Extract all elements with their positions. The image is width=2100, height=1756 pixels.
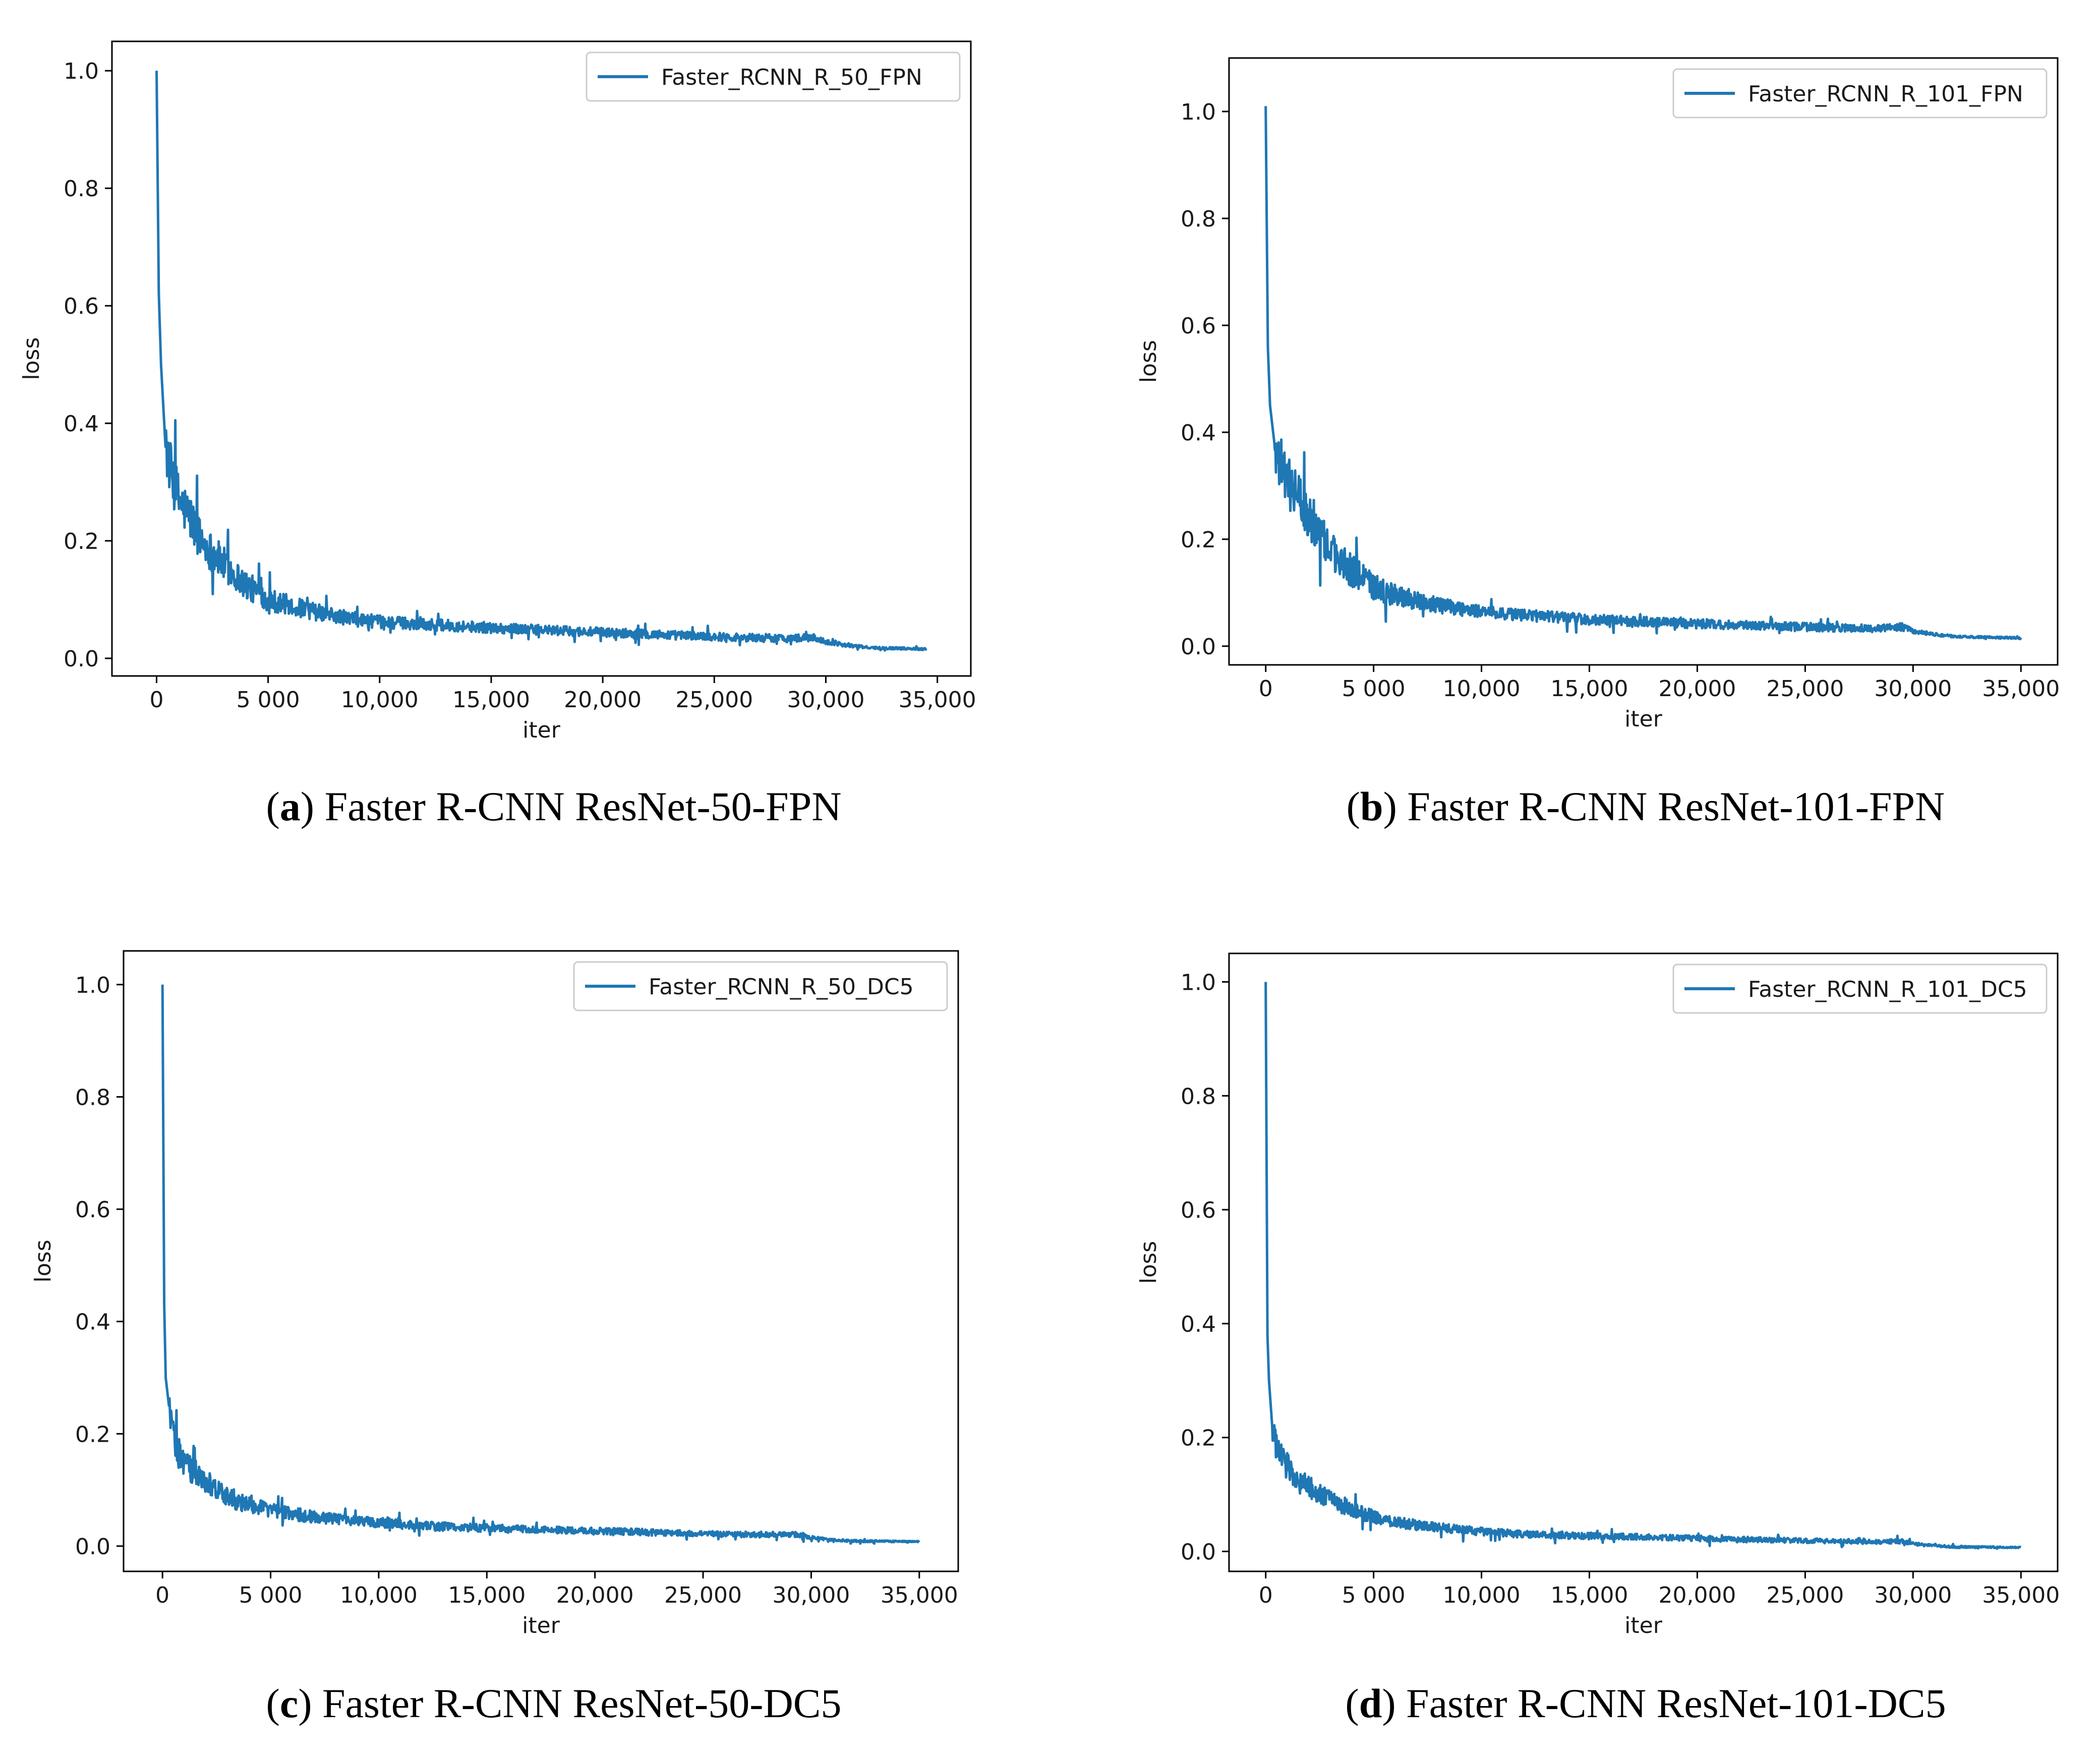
x-tick-label: 25,000 <box>1766 676 1844 702</box>
x-tick-label: 15,000 <box>452 687 530 713</box>
legend-label: Faster_RCNN_R_101_FPN <box>1748 81 2023 107</box>
x-tick-label: 35,000 <box>1982 1582 2060 1608</box>
caption-d: (d) Faster R-CNN ResNet-101-DC5 <box>1345 1680 1946 1726</box>
caption-text: Faster R-CNN ResNet-101-DC5 <box>1406 1680 1946 1726</box>
y-tick-label: 0.0 <box>75 1534 110 1560</box>
x-tick-label: 15,000 <box>448 1582 526 1608</box>
x-tick-label: 30,000 <box>1874 1582 1952 1608</box>
axes-frame <box>1228 57 2059 666</box>
legend-box <box>1672 964 2048 1014</box>
caption-letter: d <box>1359 1680 1382 1726</box>
x-tick-label: 25,000 <box>664 1582 742 1608</box>
caption-letter: c <box>279 1680 299 1726</box>
x-tick-label: 0 <box>149 687 163 713</box>
loss-series-line <box>161 984 920 1545</box>
caption-text: Faster R-CNN ResNet-50-DC5 <box>322 1680 842 1726</box>
x-tick-label: 0 <box>1259 1582 1273 1608</box>
x-tick-label: 10,000 <box>1443 1582 1521 1608</box>
x-tick-label: 20,000 <box>1658 676 1736 702</box>
x-tick-label: 20,000 <box>564 687 641 713</box>
x-axis-label: iter <box>1624 1613 1663 1638</box>
y-tick-label: 1.0 <box>1181 970 1216 995</box>
y-tick-label: 0.4 <box>64 411 99 437</box>
loss-series-line <box>155 71 927 652</box>
chart-panel-a: 0 5 000 10,000 15,000 20,000 25,000 30,000 35,0… <box>19 40 976 743</box>
legend-box <box>1672 68 2048 119</box>
y-tick-label: 0.0 <box>64 646 99 672</box>
x-tick-label: 20,000 <box>556 1582 634 1608</box>
y-tick-label: 0.6 <box>75 1197 110 1223</box>
loss-series-line <box>1264 982 2022 1550</box>
x-tick-label: 10,000 <box>1443 676 1521 702</box>
y-tick-label: 0.2 <box>1181 1426 1216 1451</box>
x-tick-label: 10,000 <box>340 1582 418 1608</box>
x-tick-label: 5 000 <box>239 1582 303 1608</box>
y-tick-label: 0.0 <box>1181 634 1216 660</box>
caption-letter: a <box>279 783 301 829</box>
y-tick-label: 0.2 <box>64 529 99 554</box>
y-axis-label: loss <box>19 337 44 380</box>
legend-box <box>586 51 961 102</box>
y-axis-label: loss <box>1136 1241 1161 1284</box>
caption-text: Faster R-CNN ResNet-101-FPN <box>1407 783 1945 829</box>
caption-letter: b <box>1360 783 1383 829</box>
caption-c: (c) Faster R-CNN ResNet-50-DC5 <box>266 1680 842 1726</box>
x-tick-label: 0 <box>1259 676 1273 702</box>
x-tick-label: 5 000 <box>237 687 300 713</box>
caption-a: (a) Faster R-CNN ResNet-50-FPN <box>266 783 842 829</box>
x-tick-label: 10,000 <box>341 687 419 713</box>
legend-label: Faster_RCNN_R_50_FPN <box>661 65 922 90</box>
y-axis-label: loss <box>30 1240 56 1283</box>
caption-text: Faster R-CNN ResNet-50-FPN <box>324 783 842 829</box>
y-tick-label: 0.4 <box>1181 1312 1216 1337</box>
y-tick-label: 0.0 <box>1181 1539 1216 1565</box>
x-axis-label: iter <box>522 717 561 743</box>
y-tick-label: 1.0 <box>1181 99 1216 125</box>
y-tick-label: 0.2 <box>1181 527 1216 553</box>
legend-label: Faster_RCNN_R_50_DC5 <box>649 974 914 1000</box>
y-tick-label: 1.0 <box>64 59 99 84</box>
x-tick-label: 0 <box>155 1582 169 1608</box>
y-tick-label: 0.8 <box>1181 1084 1216 1109</box>
x-axis-label: iter <box>1624 706 1663 732</box>
chart-panel-b: 0 5 000 10,000 15,000 20,000 25,000 30,000 35,0… <box>1136 57 2060 732</box>
x-tick-label: 15,000 <box>1551 676 1628 702</box>
x-tick-label: 35,000 <box>881 1582 958 1608</box>
y-tick-label: 0.8 <box>75 1085 110 1110</box>
y-axis-label: loss <box>1136 340 1161 383</box>
x-tick-label: 35,000 <box>899 687 976 713</box>
legend-label: Faster_RCNN_R_101_DC5 <box>1748 977 2027 1002</box>
x-tick-label: 30,000 <box>1874 676 1952 702</box>
y-tick-label: 0.4 <box>75 1310 110 1335</box>
y-tick-label: 0.2 <box>75 1422 110 1447</box>
caption-b: (b) Faster R-CNN ResNet-101-FPN <box>1346 783 1945 829</box>
y-tick-label: 0.8 <box>1181 206 1216 232</box>
axes-frame <box>1228 952 2059 1572</box>
x-tick-label: 15,000 <box>1551 1582 1628 1608</box>
y-tick-label: 0.8 <box>64 176 99 202</box>
x-tick-label: 5 000 <box>1342 676 1406 702</box>
y-tick-label: 0.6 <box>64 294 99 319</box>
axes-frame <box>123 950 959 1572</box>
x-tick-label: 35,000 <box>1982 676 2060 702</box>
x-tick-label: 25,000 <box>675 687 753 713</box>
x-tick-label: 30,000 <box>772 1582 850 1608</box>
x-tick-label: 5 000 <box>1342 1582 1406 1608</box>
chart-panel-c: 0 5 000 10,000 15,000 20,000 25,000 30,000 35,0… <box>30 950 959 1638</box>
legend-box <box>573 961 948 1011</box>
y-tick-label: 0.6 <box>1181 313 1216 339</box>
x-tick-label: 25,000 <box>1766 1582 1844 1608</box>
x-axis-label: iter <box>522 1613 560 1638</box>
y-tick-label: 1.0 <box>75 973 110 998</box>
axes-frame <box>111 40 972 677</box>
x-tick-label: 30,000 <box>787 687 864 713</box>
chart-panel-d: 0 5 000 10,000 15,000 20,000 25,000 30,000 35,0… <box>1136 952 2060 1638</box>
loss-series-line <box>1264 106 2022 641</box>
y-tick-label: 0.4 <box>1181 420 1216 446</box>
y-tick-label: 0.6 <box>1181 1198 1216 1223</box>
x-tick-label: 20,000 <box>1658 1582 1736 1608</box>
